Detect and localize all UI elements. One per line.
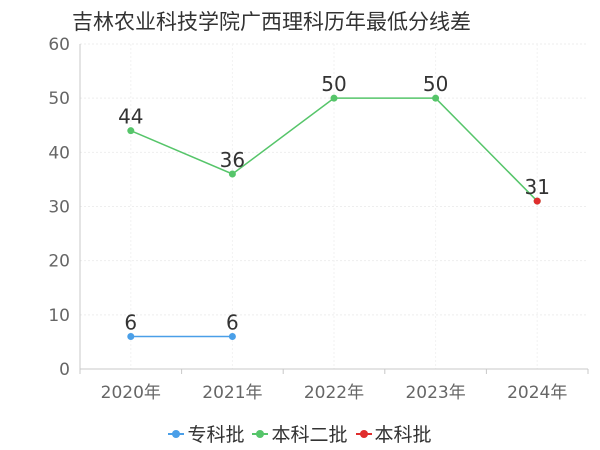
data-point xyxy=(228,333,236,340)
y-tick-label: 50 xyxy=(48,89,70,109)
x-tick-label: 2023年 xyxy=(405,383,465,403)
y-tick-label: 0 xyxy=(59,360,70,380)
x-tick-label: 2021年 xyxy=(202,383,262,403)
legend-item[interactable]: 本科批 xyxy=(355,420,432,447)
legend-item[interactable]: 专科批 xyxy=(168,420,244,447)
legend-label: 本科二批 xyxy=(271,424,348,446)
x-tick-label: 2020年 xyxy=(101,383,161,403)
data-label: 50 xyxy=(423,72,448,96)
data-label: 6 xyxy=(226,311,239,335)
legend-label: 本科批 xyxy=(374,424,432,446)
data-point xyxy=(228,170,236,178)
label-layer: 6 6 44 36 50 50 31 xyxy=(118,72,550,334)
legend-label: 专科批 xyxy=(187,424,245,446)
legend-swatch xyxy=(168,429,185,439)
chart-title: 吉林农业科技学院广西理科历年最低分线差 xyxy=(72,10,471,34)
y-tick-label: 60 xyxy=(48,35,70,55)
data-point xyxy=(127,127,135,135)
legend-swatch xyxy=(252,429,269,439)
data-label: 36 xyxy=(220,148,245,172)
series-layer xyxy=(127,94,541,340)
data-point xyxy=(432,94,440,102)
data-label: 31 xyxy=(524,175,549,199)
x-tick-label: 2022年 xyxy=(304,383,364,403)
x-tick-label: 2024年 xyxy=(507,383,567,403)
data-point xyxy=(533,197,541,205)
legend-item[interactable]: 本科二批 xyxy=(252,420,348,447)
data-label: 50 xyxy=(321,72,346,96)
y-tick-label: 10 xyxy=(48,306,70,326)
axis-layer: 0 10 20 30 40 50 60 2020年 2021年 2022年 2023年 2024年 xyxy=(48,35,589,403)
legend-swatch xyxy=(355,429,372,439)
data-label: 6 xyxy=(124,311,137,335)
data-point xyxy=(127,333,135,340)
y-tick-label: 20 xyxy=(48,252,70,272)
data-label: 44 xyxy=(118,105,143,129)
y-tick-label: 30 xyxy=(48,198,70,218)
legend: 专科批 本科二批 本科批 xyxy=(0,420,600,447)
y-tick-label: 40 xyxy=(48,143,70,163)
data-point xyxy=(330,94,338,102)
